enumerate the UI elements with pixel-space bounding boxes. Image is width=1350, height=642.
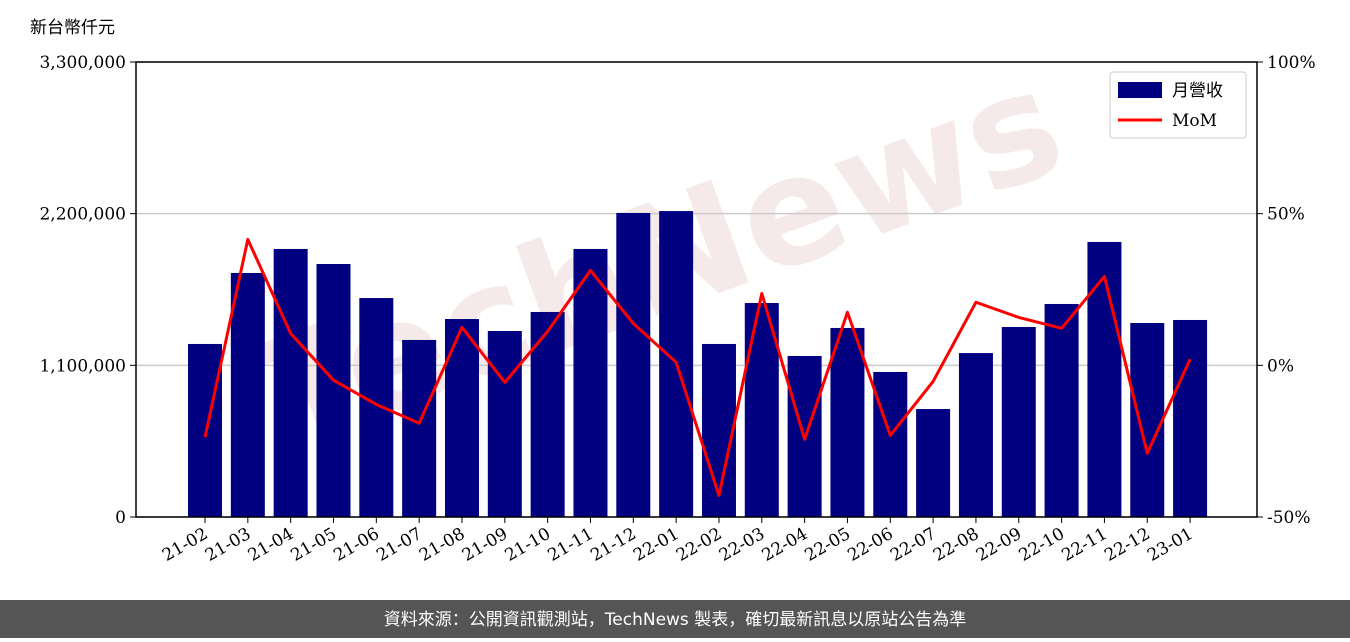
- bar: [230, 272, 265, 517]
- bar: [573, 248, 608, 518]
- bar: [487, 331, 522, 517]
- bar: [402, 339, 437, 517]
- y2-tick-label: 0%: [1267, 356, 1294, 376]
- bar: [1173, 319, 1208, 517]
- y-tick-label: 3,300,000: [39, 53, 126, 73]
- bar: [616, 212, 651, 517]
- bar: [316, 263, 351, 517]
- line: [203, 237, 1192, 497]
- bar: [744, 303, 779, 517]
- bar: [359, 298, 394, 517]
- legend-label: 月營收: [1172, 81, 1223, 101]
- footer-bar: [0, 600, 1350, 638]
- y2-tick-label: 100%: [1267, 53, 1316, 73]
- y2-tick-label: 50%: [1267, 205, 1305, 225]
- bar: [444, 319, 479, 517]
- y-tick-label: 1,100,000: [39, 356, 126, 376]
- bar: [958, 353, 993, 517]
- bar: [1001, 327, 1036, 517]
- bar: [873, 371, 908, 517]
- bar: [830, 327, 865, 517]
- y-tick-label: 0: [115, 508, 126, 528]
- legend-label: MoM: [1172, 111, 1217, 131]
- y-tick-label: 2,200,000: [39, 205, 126, 225]
- y2-tick-label: -50%: [1267, 508, 1311, 528]
- bar: [1044, 303, 1079, 517]
- bar: [1087, 241, 1122, 517]
- bar: [530, 311, 565, 517]
- plot-frame: [135, 61, 1258, 518]
- bar: [916, 409, 951, 517]
- legend-swatch: [1118, 82, 1162, 98]
- bar: [701, 343, 736, 517]
- footer: 資料來源：公開資訊觀測站，TechNews 製表，確切最新訊息以原站公告為準: [384, 610, 966, 630]
- y-axis-label: 新台幣仟元: [30, 18, 115, 38]
- bar: [273, 248, 308, 518]
- bar: [1130, 323, 1165, 517]
